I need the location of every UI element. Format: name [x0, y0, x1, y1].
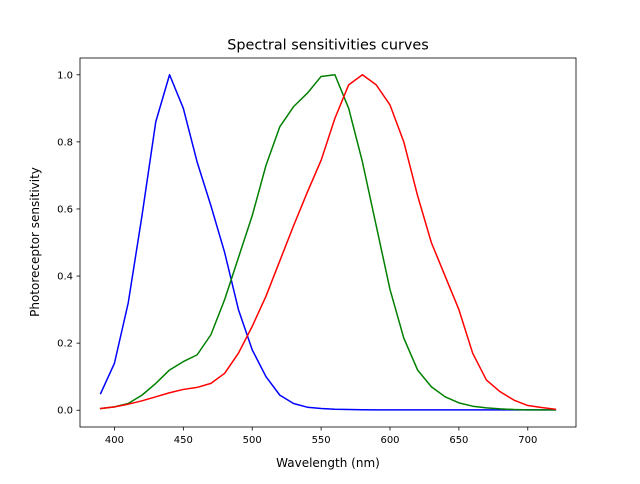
series-line-3	[99, 74, 557, 411]
x-tick-label-450: 450	[174, 435, 193, 446]
y-tick-label-0: 0.0	[57, 406, 73, 417]
y-tick-label-3: 0.6	[57, 204, 73, 215]
y-axis-label: Photoreceptor sensitivity	[28, 167, 42, 317]
x-tick-label-500: 500	[243, 435, 262, 446]
chart-title: Spectral sensitivities curves	[227, 38, 429, 54]
y-tick-label-4: 0.8	[57, 137, 73, 148]
y-tick-label-2: 0.4	[57, 272, 73, 283]
y-tick-label-1: 0.2	[57, 339, 73, 350]
y-tick-label-5: 1.0	[57, 70, 73, 81]
x-tick-label-700: 700	[518, 435, 537, 446]
plot-area: 400 450 500 550 600 650 700 0.0 0.2 0.4 0.6 0.8 1.0	[57, 57, 577, 446]
series-line-2	[99, 74, 557, 411]
x-tick-label-400: 400	[105, 435, 124, 446]
x-axis-label: Wavelength (nm)	[276, 456, 380, 470]
axes-frame	[79, 57, 577, 428]
series-line-1	[99, 74, 557, 411]
x-tick-label-550: 550	[312, 435, 331, 446]
x-tick-label-600: 600	[380, 435, 399, 446]
x-tick-label-650: 650	[449, 435, 468, 446]
